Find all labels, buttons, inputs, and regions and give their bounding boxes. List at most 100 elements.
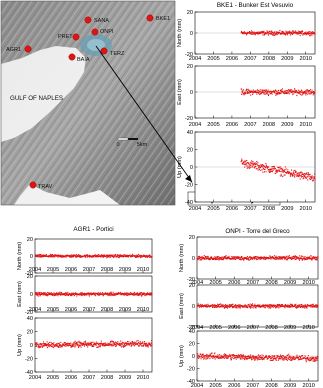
agr1-north-point <box>61 254 63 256</box>
onpi-up-point <box>314 356 316 358</box>
bke1-east-xtick-label: 2006 <box>226 122 238 128</box>
bke1-north-point <box>309 35 311 37</box>
bke1-east-point <box>275 90 277 92</box>
agr1-up-point <box>79 345 81 347</box>
onpi-north-point <box>253 256 255 258</box>
bke1-east-point <box>260 93 262 95</box>
onpi-east-point <box>246 305 248 307</box>
onpi-east-point <box>222 304 224 306</box>
bke1-north-point <box>244 32 246 34</box>
onpi-up-point <box>201 355 203 357</box>
bke1-north-point <box>274 34 276 36</box>
agr1-up-point <box>149 344 152 346</box>
bke1-north-point <box>262 31 264 33</box>
agr1-east-point <box>92 293 94 296</box>
onpi-up-point <box>279 354 282 356</box>
agr1-up-point <box>94 342 96 344</box>
onpi-east-point <box>199 303 201 305</box>
onpi-up-point <box>311 357 314 359</box>
bke1-up-point <box>290 173 292 175</box>
onpi-east-xtick-label: 2009 <box>284 325 296 331</box>
agr1-north-point <box>78 255 80 257</box>
agr1-up-point <box>80 346 82 348</box>
agr1-east-point <box>51 294 53 296</box>
bke1-up-point <box>285 171 287 174</box>
onpi-up-point <box>241 357 243 359</box>
onpi-north-point <box>227 258 229 260</box>
bke1-up-point <box>291 175 293 177</box>
onpi-up-point <box>277 359 279 361</box>
agr1-up-point <box>100 342 103 344</box>
bke1-up-xtick-label: 2007 <box>244 206 256 212</box>
agr1-up-point <box>127 340 129 343</box>
agr1-up-point <box>120 340 122 342</box>
onpi-up-point <box>249 356 251 358</box>
onpi-north-point <box>311 257 314 259</box>
onpi-east-point <box>264 307 266 309</box>
agr1-east-point <box>141 292 143 294</box>
bke1-up-point <box>277 170 279 172</box>
bke1-up-ytick-label: 0 <box>190 165 193 171</box>
bke1-north-point <box>304 33 307 35</box>
agr1-east-point <box>102 294 104 296</box>
bke1-up-point <box>311 175 313 178</box>
agr1-up-point <box>132 343 134 345</box>
onpi-north-point <box>316 259 318 261</box>
bke1-north-point <box>254 33 257 35</box>
onpi-up-point <box>218 355 220 357</box>
bke1-east-point <box>243 94 245 96</box>
onpi-east-point <box>246 306 248 308</box>
bke1-east-point <box>290 89 293 91</box>
bke1-up-point <box>297 173 299 175</box>
onpi-north-point <box>196 257 198 259</box>
onpi-east-point <box>277 305 279 307</box>
onpi-east-point <box>204 304 206 306</box>
onpi-east-point <box>255 305 257 307</box>
agr1-up-point <box>36 342 38 344</box>
agr1-north-point <box>54 256 56 258</box>
agr1-east-point <box>74 292 77 294</box>
agr1-east-point <box>151 293 153 295</box>
onpi-east-point <box>224 306 226 308</box>
agr1-up-point <box>92 344 94 347</box>
onpi-north-point <box>295 256 297 258</box>
agr1-up-point <box>112 341 114 343</box>
bke1-north-point <box>292 33 294 35</box>
agr1-up-point <box>46 343 48 345</box>
agr1-up-point <box>149 342 151 344</box>
onpi-north-point <box>243 259 245 261</box>
onpi-east-point <box>227 304 229 306</box>
agr1-east-point <box>95 295 97 297</box>
agr1-east-point <box>55 294 57 296</box>
bke1-east-point <box>281 88 284 90</box>
onpi-north-point <box>241 258 243 260</box>
onpi-up-point <box>197 355 199 357</box>
agr1-north-point <box>126 254 128 256</box>
agr1-north-point <box>71 255 73 257</box>
agr1-east-point <box>60 293 62 295</box>
agr1-east-point <box>56 292 58 294</box>
bke1-east-point <box>278 92 280 94</box>
onpi-up-point <box>273 356 275 358</box>
agr1-north-point <box>39 253 41 256</box>
agr1-up-point <box>140 343 142 346</box>
bke1-up-point <box>281 168 284 170</box>
agr1-up-point <box>103 343 105 345</box>
agr1-up-point <box>88 343 90 345</box>
agr1-north-point <box>70 254 72 256</box>
agr1-east-point <box>97 292 99 294</box>
station-sana-marker <box>84 16 92 24</box>
agr1-up-point <box>123 343 126 345</box>
agr1-north-point <box>150 256 153 258</box>
onpi-north-point <box>238 258 240 260</box>
agr1-north-point <box>139 257 142 259</box>
bke1-north-xtick-label: 2006 <box>226 56 238 62</box>
onpi-up-point <box>312 358 314 360</box>
agr1-east-point <box>146 292 148 294</box>
agr1-east-point <box>120 294 122 296</box>
land-relief <box>1 1 175 205</box>
bke1-up-point <box>246 160 248 162</box>
onpi-north-point <box>310 258 312 260</box>
agr1-north-point <box>151 255 153 258</box>
bke1-east-point <box>263 93 265 95</box>
